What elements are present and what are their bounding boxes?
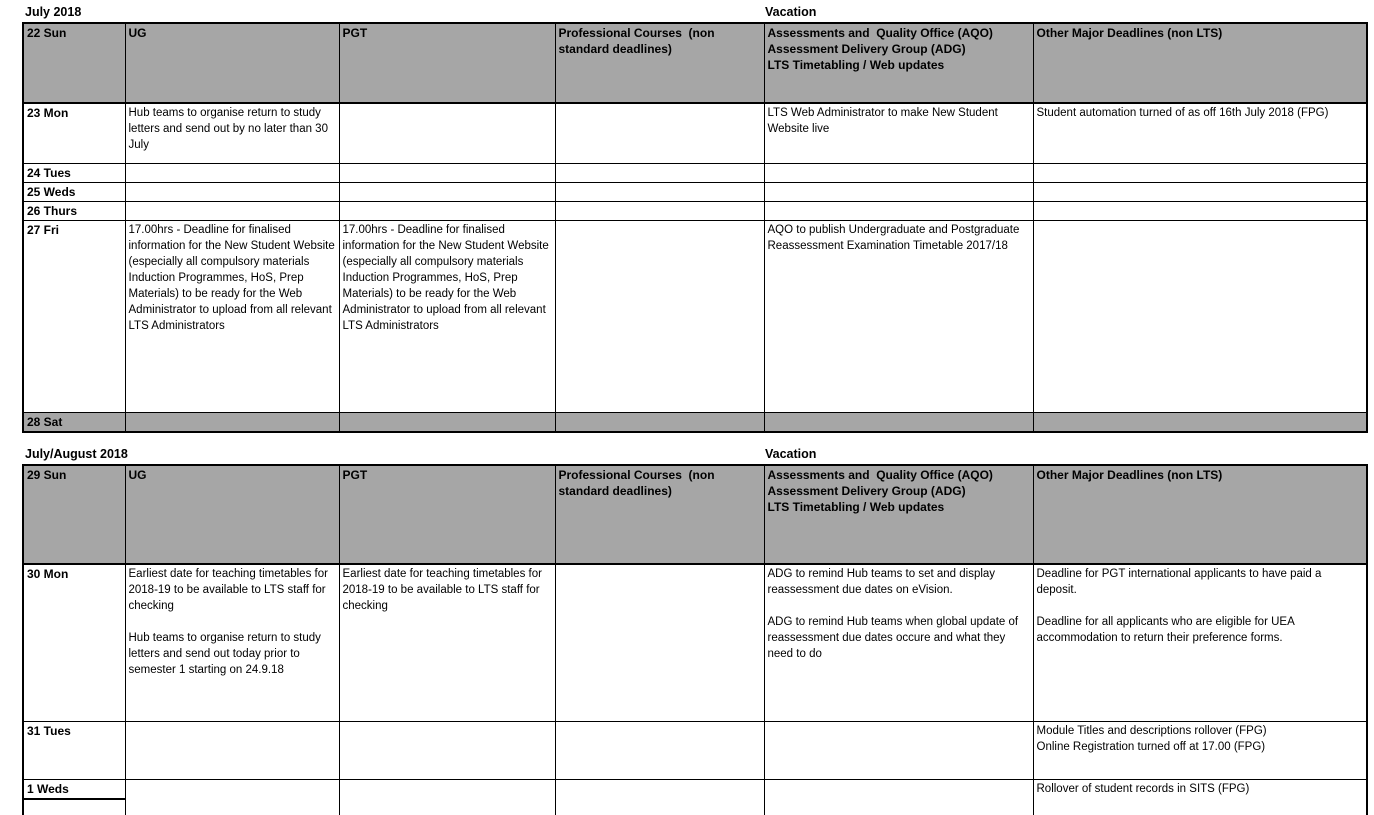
- date-cell: 27 Fri: [22, 219, 126, 413]
- date-cell: 1 Weds: [22, 779, 126, 815]
- header-row: 22 Sun UG PGT Professional Courses (non sta…: [22, 22, 1368, 104]
- table-row: 27 Fri 17.00hrs - Deadline for finalised …: [22, 219, 1368, 413]
- cell: [1032, 181, 1368, 202]
- cell: [554, 219, 765, 413]
- week-section-july: July 2018 Vacation 22 Sun UG PGT Profession…: [22, 3, 1368, 433]
- cell: [554, 102, 765, 164]
- cell: ADG to remind Hub teams to set and displ…: [763, 563, 1034, 722]
- header-date-cell: 29 Sun: [22, 464, 126, 565]
- cell: 17.00hrs - Deadline for finalised inform…: [124, 219, 340, 413]
- date-cell: 23 Mon: [22, 102, 126, 164]
- cell: [763, 721, 1034, 780]
- section-title: July/August 2018: [25, 446, 128, 461]
- column-header: Professional Courses (non standard deadl…: [554, 22, 765, 104]
- cell: [554, 181, 765, 202]
- header-date-cell: 22 Sun: [22, 22, 126, 104]
- cell: [1032, 162, 1368, 183]
- column-header: UG: [124, 22, 340, 104]
- cell: [554, 563, 765, 722]
- header-row: 29 Sun UG PGT Professional Courses (non sta…: [22, 464, 1368, 565]
- cell: Rollover of student records in SITS (FPG…: [1032, 779, 1368, 815]
- week-table-body: 29 Sun UG PGT Professional Courses (non sta…: [22, 464, 1368, 815]
- cell: [763, 200, 1034, 221]
- table-row: 1 Weds Rollover of student records in SIT…: [22, 779, 1368, 815]
- cell: Hub teams to organise return to study le…: [124, 102, 340, 164]
- cell: LTS Web Administrator to make New Studen…: [763, 102, 1034, 164]
- cell: [338, 200, 556, 221]
- table-row: 30 Mon Earliest date for teaching timetab…: [22, 563, 1368, 722]
- table-row: 26 Thurs: [22, 200, 1368, 221]
- cell: [763, 162, 1034, 183]
- week-section-july-august: July/August 2018 Vacation 29 Sun UG PGT Pro…: [22, 445, 1368, 815]
- table-row: 24 Tues: [22, 162, 1368, 183]
- cell: [1032, 219, 1368, 413]
- date-cell: 28 Sat: [22, 411, 126, 432]
- date-cell: 24 Tues: [22, 162, 126, 183]
- cell: [124, 181, 340, 202]
- date-cell: 31 Tues: [22, 721, 126, 780]
- cell: [338, 779, 556, 815]
- section-title-bar: July/August 2018 Vacation: [22, 445, 1366, 464]
- cell: Student automation turned of as off 16th…: [1032, 102, 1368, 164]
- table-row: 25 Weds: [22, 181, 1368, 202]
- cell: [124, 200, 340, 221]
- cell: [554, 200, 765, 221]
- cell: Earliest date for teaching timetables fo…: [124, 563, 340, 722]
- date-label: 1 Weds: [24, 781, 124, 800]
- cell: [338, 162, 556, 183]
- week-table-body: 22 Sun UG PGT Professional Courses (non sta…: [22, 22, 1368, 432]
- date-cell: 30 Mon: [22, 563, 126, 722]
- cell: [124, 721, 340, 780]
- cell: [763, 411, 1034, 432]
- cell: [1032, 200, 1368, 221]
- cell: [338, 721, 556, 780]
- section-title: July 2018: [25, 5, 82, 19]
- section-title-bar: July 2018 Vacation: [22, 3, 1366, 22]
- date-cell: 25 Weds: [22, 181, 126, 202]
- column-header: PGT: [338, 22, 556, 104]
- cell: [554, 162, 765, 183]
- date-cell: 26 Thurs: [22, 200, 126, 221]
- column-header: Assessments and Quality Office (AQO) Ass…: [763, 22, 1034, 104]
- column-header: Professional Courses (non standard deadl…: [554, 464, 765, 565]
- cell: [1032, 411, 1368, 432]
- table-row: 31 Tues Module Titles and descriptions ro…: [22, 721, 1368, 780]
- cell: AQO to publish Undergraduate and Postgra…: [763, 219, 1034, 413]
- cell: [124, 779, 340, 815]
- cell: Earliest date for teaching timetables fo…: [338, 563, 556, 722]
- cell: [338, 102, 556, 164]
- cell: [338, 181, 556, 202]
- vacation-label: Vacation: [765, 446, 817, 461]
- cell: [338, 411, 556, 432]
- column-header: PGT: [338, 464, 556, 565]
- cell: [763, 779, 1034, 815]
- column-header: Other Major Deadlines (non LTS): [1032, 22, 1368, 104]
- cell: [554, 779, 765, 815]
- week-table: 29 Sun UG PGT Professional Courses (non sta…: [22, 463, 1368, 815]
- cell: Module Titles and descriptions rollover …: [1032, 721, 1368, 780]
- cell: [763, 181, 1034, 202]
- cell: [124, 162, 340, 183]
- cell: 17.00hrs - Deadline for finalised inform…: [338, 219, 556, 413]
- table-row: 28 Sat: [22, 411, 1368, 432]
- vacation-label: Vacation: [765, 5, 817, 19]
- column-header: Assessments and Quality Office (AQO) Ass…: [763, 464, 1034, 565]
- column-header: UG: [124, 464, 340, 565]
- week-table: 22 Sun UG PGT Professional Courses (non sta…: [22, 22, 1368, 433]
- table-row: 23 Mon Hub teams to organise return to st…: [22, 102, 1368, 164]
- cell: Deadline for PGT international applicant…: [1032, 563, 1368, 722]
- cell: [554, 721, 765, 780]
- column-header: Other Major Deadlines (non LTS): [1032, 464, 1368, 565]
- cell: [124, 411, 340, 432]
- cell: [554, 411, 765, 432]
